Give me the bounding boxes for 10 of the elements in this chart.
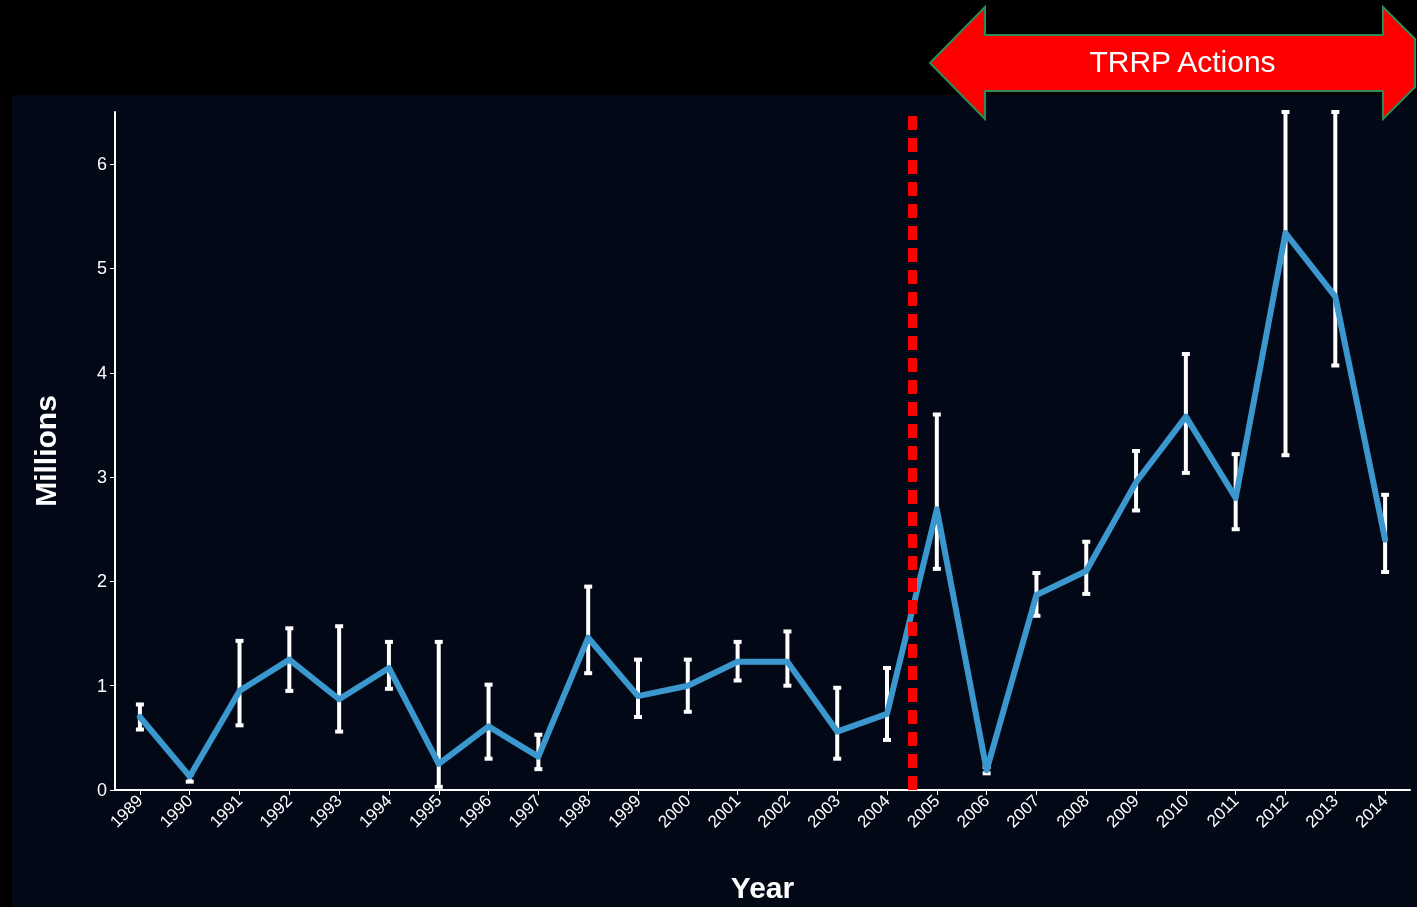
y-tick-label: 4 — [96, 362, 107, 383]
y-tick-label: 6 — [96, 154, 107, 175]
y-tick-label: 1 — [96, 675, 107, 696]
y-tick-label: 5 — [96, 258, 107, 279]
y-tick-label: 3 — [96, 467, 107, 488]
y-axis-title: Millions — [28, 395, 62, 507]
double-arrow: TRRP Actions — [928, 5, 1417, 121]
y-tick-label: 0 — [96, 780, 107, 800]
x-axis-title: Year — [730, 870, 795, 904]
y-tick-label: 2 — [96, 571, 107, 592]
